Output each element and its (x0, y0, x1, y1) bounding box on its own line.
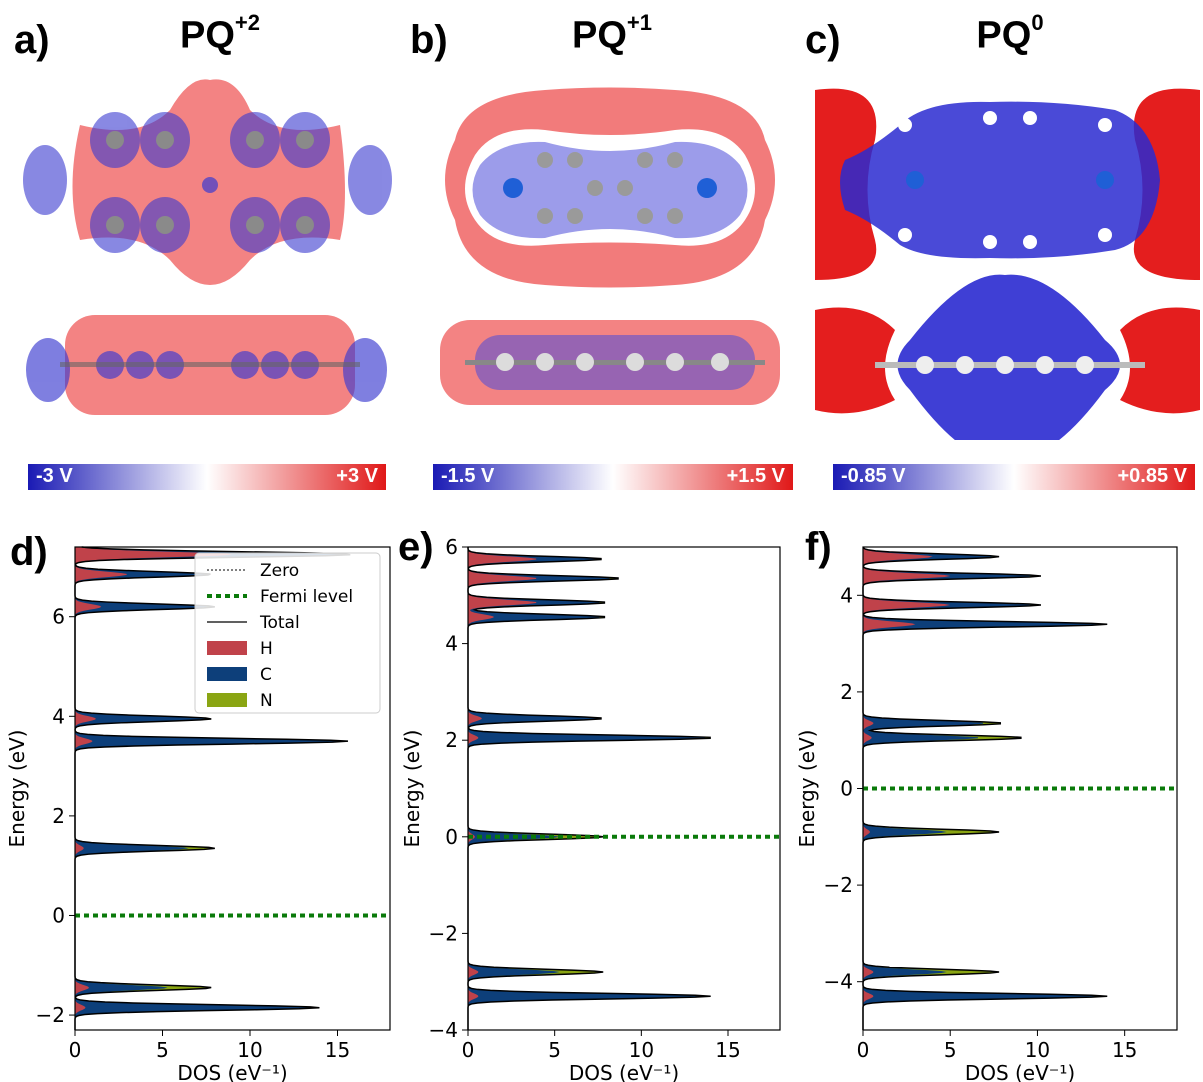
y-tick-label: −2 (36, 1003, 65, 1027)
esp-top-view (23, 79, 392, 285)
colorbar-min-label: -1.5 V (441, 465, 495, 487)
y-tick-label: −4 (429, 1018, 458, 1042)
y-axis-label: Energy (eV) (400, 730, 424, 848)
x-tick-label: 10 (1025, 1038, 1050, 1062)
panel-label-d: d) (10, 530, 48, 574)
legend-swatch (207, 667, 247, 681)
colorbar-b: -1.5 V +1.5 V (433, 464, 793, 490)
x-tick-label: 5 (944, 1038, 957, 1062)
title-charge: +1 (626, 10, 652, 35)
colorbar-min-label: -3 V (36, 465, 73, 487)
x-tick-label: 15 (715, 1038, 740, 1062)
y-tick-label: 6 (445, 535, 458, 559)
x-tick-label: 15 (1112, 1038, 1137, 1062)
title-base: PQ (572, 14, 627, 57)
x-tick-label: 10 (237, 1038, 262, 1062)
x-axis-label: DOS (eV⁻¹) (177, 1061, 287, 1082)
legend-label: Zero (260, 561, 299, 581)
legend-swatch (207, 641, 247, 655)
dos-chart-e: 0 5 10 15 −4 −2 0 2 4 6 DOS (eV⁻¹) Energy (eV) (400, 535, 781, 1082)
panel-label-a: a) (14, 18, 50, 62)
colorbar-min-label: -0.85 V (841, 465, 906, 487)
legend-label: Fermi level (260, 587, 353, 607)
legend-label: N (260, 691, 273, 711)
title-pq-0: PQ0 (930, 10, 1090, 58)
y-tick-label: 2 (840, 680, 853, 704)
plot-area (468, 547, 780, 1030)
colorbar-max-label: +1.5 V (726, 465, 785, 487)
colorbar-max-label: +0.85 V (1117, 465, 1187, 487)
y-axis-label: Energy (eV) (795, 730, 819, 848)
x-tick-label: 5 (548, 1038, 561, 1062)
y-tick-label: −4 (824, 970, 853, 994)
y-tick-label: 2 (445, 728, 458, 752)
x-tick-label: 5 (156, 1038, 169, 1062)
esp-top-view (815, 88, 1200, 280)
x-tick-label: 10 (629, 1038, 654, 1062)
legend: Zero Fermi level Total HCN (194, 552, 381, 714)
title-base: PQ (976, 14, 1032, 57)
esp-side-view (26, 315, 387, 415)
y-axis-label: Energy (eV) (5, 730, 29, 848)
title-base: PQ (180, 14, 235, 57)
title-pq-plus2: PQ+2 (140, 10, 300, 58)
y-tick-label: 4 (840, 583, 853, 607)
esp-map-pq-0 (815, 88, 1200, 440)
plot-frame (74, 546, 391, 1031)
esp-map-pq-plus2 (23, 79, 392, 415)
esp-side-view (440, 320, 780, 405)
colorbar-c: -0.85 V +0.85 V (833, 464, 1195, 490)
x-tick-label: 0 (857, 1038, 870, 1062)
y-tick-label: 2 (52, 804, 65, 828)
panel-label-f: f) (805, 525, 832, 569)
y-tick-label: 4 (52, 704, 65, 728)
y-tick-label: 0 (840, 777, 853, 801)
legend-swatch (207, 693, 247, 707)
panel-label-b: b) (410, 18, 448, 62)
x-axis-label: DOS (eV⁻¹) (569, 1061, 679, 1082)
dos-chart-f: 0 5 10 15 −4 −2 0 2 4 DOS (eV⁻¹) Energy (eV) (795, 546, 1178, 1082)
legend-label: H (260, 639, 273, 659)
x-axis-label: DOS (eV⁻¹) (965, 1061, 1075, 1082)
title-charge: 0 (1031, 10, 1044, 35)
panel-label-e: e) (398, 525, 434, 569)
esp-map-pq-plus1 (440, 87, 780, 405)
plot-frame (467, 546, 781, 1031)
legend-label: Total (259, 613, 300, 633)
title-charge: +2 (234, 10, 260, 35)
x-tick-label: 0 (69, 1038, 82, 1062)
y-tick-label: 0 (445, 825, 458, 849)
esp-top-view (445, 87, 775, 288)
esp-side-view (815, 274, 1200, 440)
y-tick-label: 6 (52, 605, 65, 629)
x-tick-label: 0 (462, 1038, 475, 1062)
legend-label: C (260, 665, 272, 685)
title-pq-plus1: PQ+1 (532, 10, 692, 58)
colorbar-a: -3 V +3 V (28, 464, 386, 490)
y-tick-label: 4 (445, 632, 458, 656)
panel-label-c: c) (805, 18, 841, 62)
x-tick-label: 15 (325, 1038, 350, 1062)
y-tick-label: −2 (824, 873, 853, 897)
y-tick-label: 0 (52, 903, 65, 927)
y-tick-label: −2 (429, 921, 458, 945)
colorbar-max-label: +3 V (336, 465, 378, 487)
